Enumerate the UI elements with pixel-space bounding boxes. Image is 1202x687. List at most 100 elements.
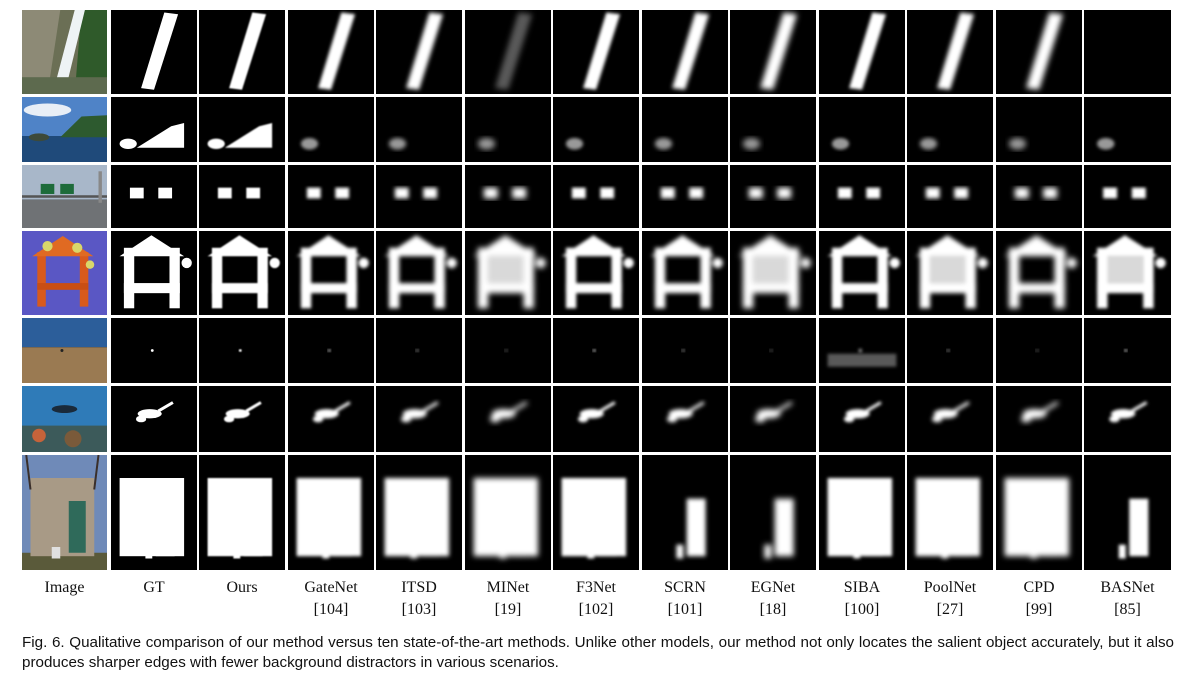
- mask-thumbnail: [996, 455, 1082, 570]
- mask-thumbnail: [730, 97, 816, 162]
- saliency-map-mausoleum: [376, 455, 462, 570]
- saliency-map-highway-signs: [642, 165, 728, 228]
- saliency-map-waterfall: [730, 10, 816, 94]
- mask-thumbnail: [907, 386, 993, 452]
- mask-thumbnail: [199, 231, 285, 315]
- saliency-map-highway-signs: [996, 165, 1082, 228]
- saliency-map-beach-dot: [730, 318, 816, 383]
- mask-thumbnail: [819, 318, 905, 383]
- saliency-map-coast: [465, 97, 551, 162]
- saliency-map-waterfall: [1084, 10, 1171, 94]
- saliency-map-diver: [907, 386, 993, 452]
- saliency-map-flower-arch: [730, 231, 816, 315]
- saliency-map-waterfall: [465, 10, 551, 94]
- saliency-map-flower-arch: [288, 231, 374, 315]
- mask-thumbnail: [996, 318, 1082, 383]
- mask-thumbnail: [111, 10, 197, 94]
- saliency-map-waterfall: [111, 10, 197, 94]
- saliency-map-coast: [907, 97, 993, 162]
- saliency-map-diver: [642, 386, 728, 452]
- mask-thumbnail: [819, 97, 905, 162]
- method-name: ITSD: [401, 579, 437, 596]
- saliency-map-flower-arch: [376, 231, 462, 315]
- saliency-map-coast: [553, 97, 639, 162]
- mask-thumbnail: [642, 165, 728, 228]
- saliency-map-highway-signs: [111, 165, 197, 228]
- mask-thumbnail: [1084, 10, 1171, 94]
- column-label: BASNet [85]: [1084, 577, 1171, 621]
- mask-thumbnail: [642, 455, 728, 570]
- saliency-map-coast: [730, 97, 816, 162]
- image-grid: [22, 10, 1171, 570]
- saliency-map-diver: [730, 386, 816, 452]
- saliency-map-flower-arch: [907, 231, 993, 315]
- saliency-map-flower-arch: [819, 231, 905, 315]
- column-label: EGNet [18]: [730, 577, 816, 621]
- saliency-map-beach-dot: [907, 318, 993, 383]
- mask-thumbnail: [553, 318, 639, 383]
- mask-thumbnail: [199, 97, 285, 162]
- saliency-map-beach-dot: [288, 318, 374, 383]
- column-label: ITSD [103]: [376, 577, 462, 621]
- method-name: Image: [44, 579, 85, 596]
- saliency-map-beach-dot: [996, 318, 1082, 383]
- method-name: MINet: [486, 579, 530, 596]
- mask-thumbnail: [376, 10, 462, 94]
- mask-thumbnail: [907, 165, 993, 228]
- mask-thumbnail: [907, 231, 993, 315]
- mask-thumbnail: [996, 386, 1082, 452]
- saliency-map-mausoleum: [465, 455, 551, 570]
- mask-thumbnail: [111, 455, 197, 570]
- mask-thumbnail: [553, 10, 639, 94]
- mask-thumbnail: [376, 231, 462, 315]
- mask-thumbnail: [730, 455, 816, 570]
- mask-thumbnail: [819, 10, 905, 94]
- saliency-map-waterfall: [553, 10, 639, 94]
- saliency-map-mausoleum: [642, 455, 728, 570]
- saliency-map-mausoleum: [288, 455, 374, 570]
- column-label: F3Net [102]: [553, 577, 639, 621]
- mask-thumbnail: [111, 386, 197, 452]
- method-name: PoolNet: [923, 579, 977, 596]
- saliency-map-beach-dot: [199, 318, 285, 383]
- saliency-map-highway-signs: [1084, 165, 1171, 228]
- saliency-map-highway-signs: [907, 165, 993, 228]
- mask-thumbnail: [199, 165, 285, 228]
- method-reference: [18]: [759, 601, 787, 618]
- mask-thumbnail: [288, 97, 374, 162]
- mask-thumbnail: [111, 97, 197, 162]
- mask-thumbnail: [465, 386, 551, 452]
- mask-thumbnail: [288, 165, 374, 228]
- column-labels: Image GT Ours GateNet [104] ITSD [103] MINet [19…: [22, 577, 1171, 623]
- saliency-map-coast: [819, 97, 905, 162]
- saliency-map-flower-arch: [642, 231, 728, 315]
- method-reference: [104]: [313, 601, 349, 618]
- saliency-map-waterfall: [819, 10, 905, 94]
- saliency-map-diver: [819, 386, 905, 452]
- mask-thumbnail: [730, 10, 816, 94]
- mask-thumbnail: [111, 165, 197, 228]
- photo-thumbnail: [22, 165, 107, 228]
- saliency-map-mausoleum: [199, 455, 285, 570]
- mask-thumbnail: [996, 231, 1082, 315]
- saliency-map-waterfall: [907, 10, 993, 94]
- mask-thumbnail: [996, 10, 1082, 94]
- mask-thumbnail: [553, 165, 639, 228]
- saliency-map-highway-signs: [199, 165, 285, 228]
- saliency-map-flower-arch: [465, 231, 551, 315]
- method-reference: [19]: [494, 601, 522, 618]
- method-reference: [101]: [667, 601, 703, 618]
- mask-thumbnail: [465, 10, 551, 94]
- method-name: SCRN: [664, 579, 706, 596]
- mask-thumbnail: [465, 318, 551, 383]
- mask-thumbnail: [376, 386, 462, 452]
- input-image-mausoleum: [22, 455, 107, 570]
- mask-thumbnail: [553, 97, 639, 162]
- saliency-map-mausoleum: [996, 455, 1082, 570]
- mask-thumbnail: [553, 386, 639, 452]
- saliency-map-waterfall: [376, 10, 462, 94]
- method-reference: [99]: [1025, 601, 1053, 618]
- input-image-highway-signs: [22, 165, 107, 228]
- mask-thumbnail: [642, 231, 728, 315]
